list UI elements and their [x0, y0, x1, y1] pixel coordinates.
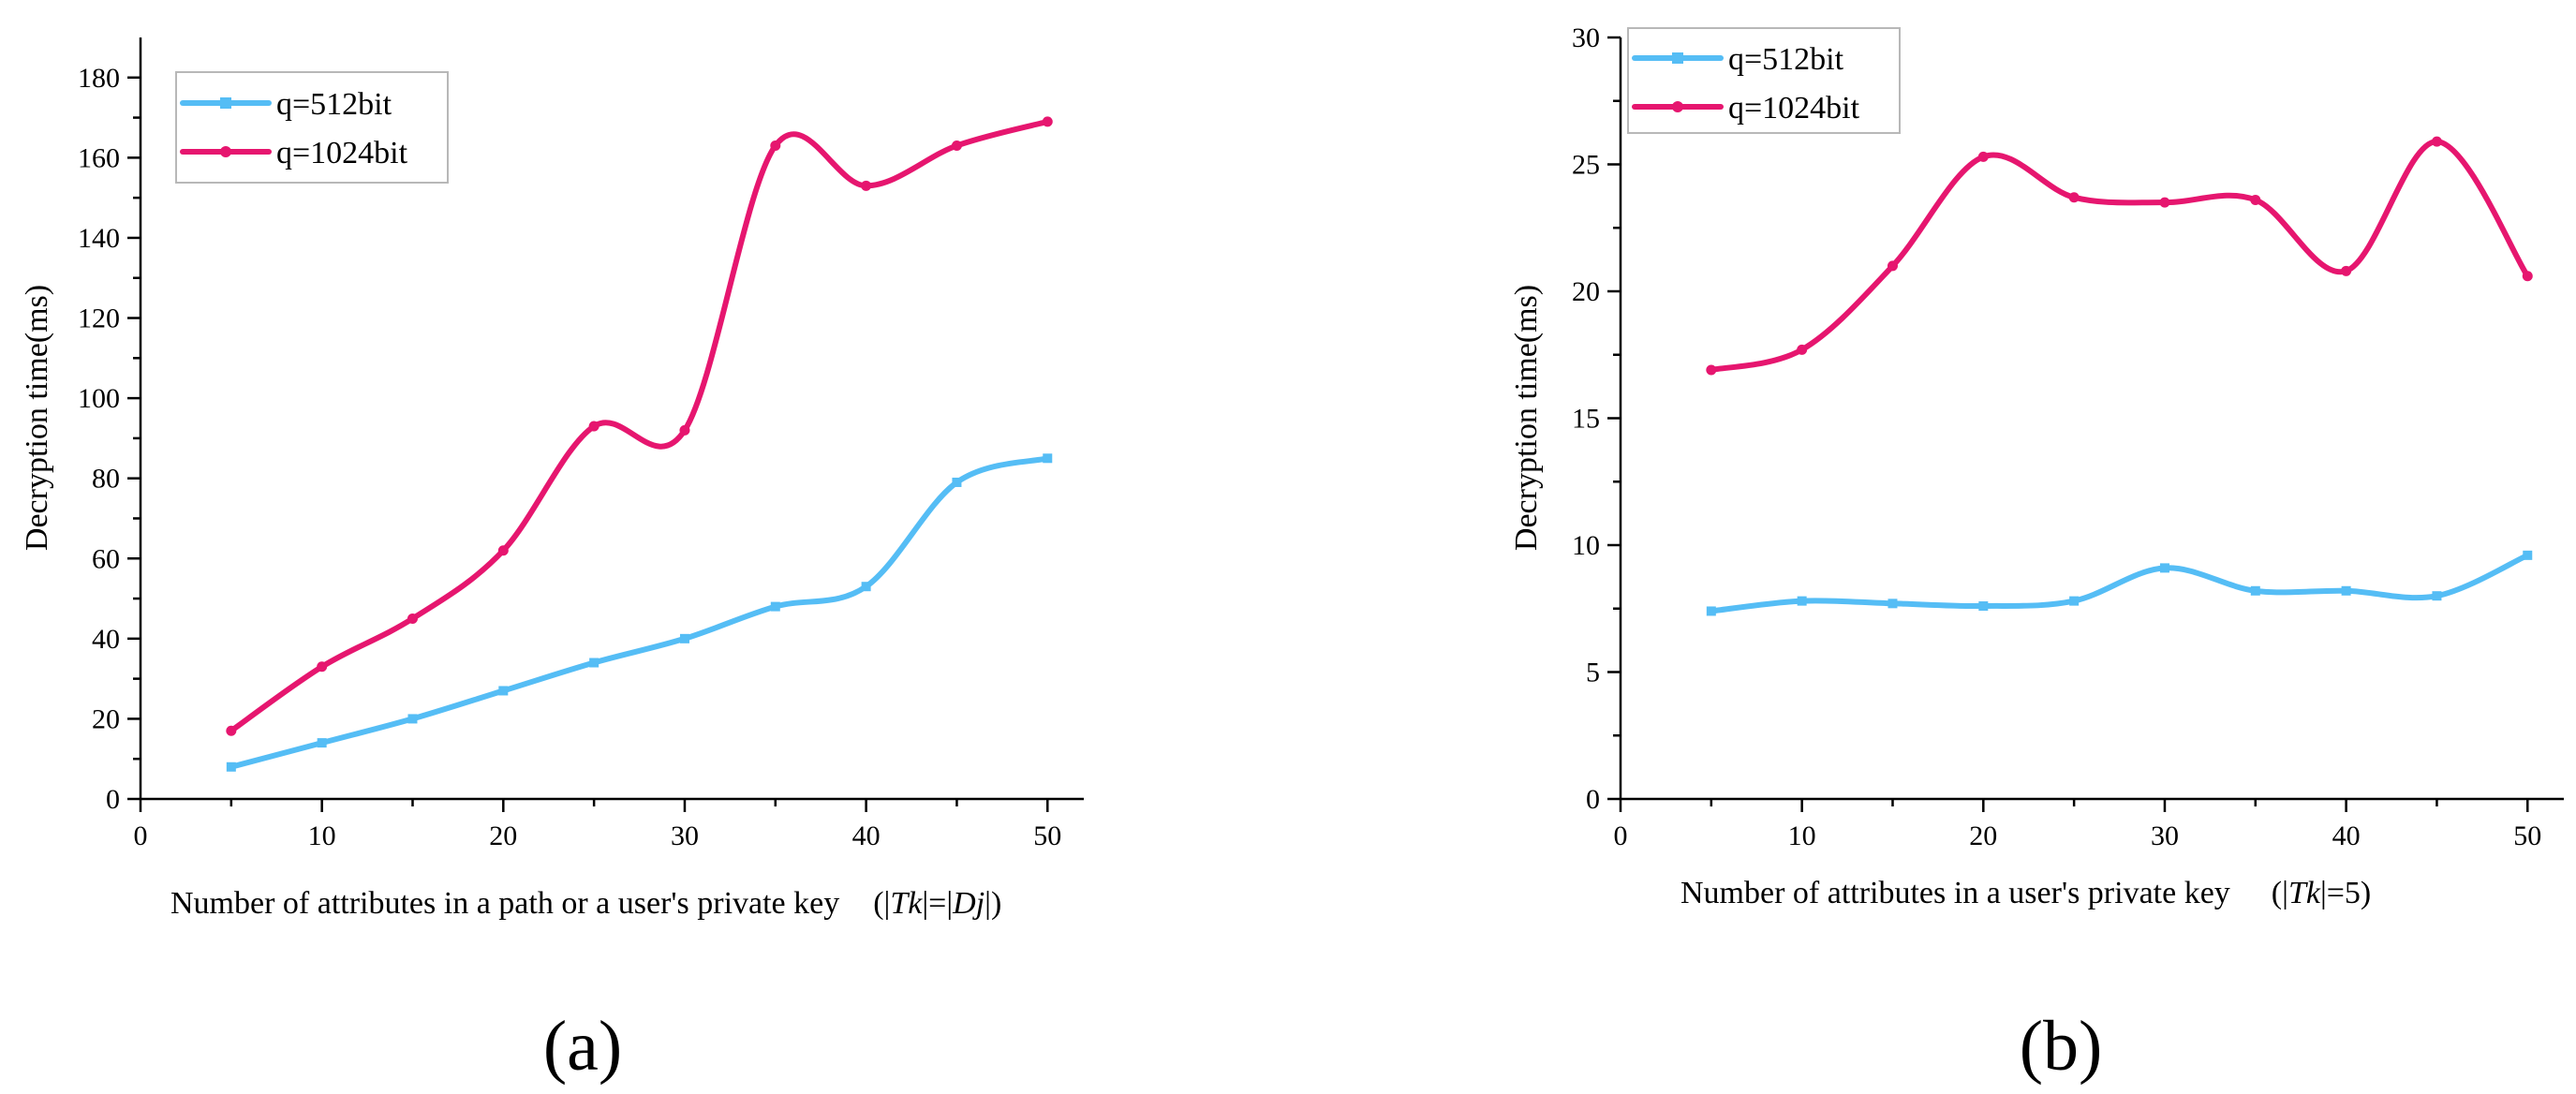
x-tick-label: 0	[1614, 820, 1628, 851]
chart-panel-b: 0 10 20 30 40 50 0 5 10 15 20 25 30 q=512bit q=1024b…	[1509, 22, 2564, 1086]
data-point	[1977, 151, 1989, 162]
x-tick-label: 10	[308, 820, 336, 851]
y-tick-label: 25	[1572, 150, 1600, 181]
data-point	[589, 658, 600, 668]
series-line-q512bit	[228, 455, 1051, 770]
data-point	[861, 582, 871, 592]
y-tick-label: 10	[1572, 530, 1600, 561]
x-tick-label: 10	[1788, 820, 1816, 851]
data-point	[226, 761, 236, 772]
legend-label-q1024: q=1024bit	[276, 136, 408, 170]
axis-ticks: 0 10 20 30 40 50 0 5 10 15 20 25 30	[1572, 22, 2541, 851]
data-point	[2522, 271, 2533, 282]
data-point	[317, 738, 327, 748]
y-axis-title: Decryption time(ms)	[1509, 285, 1544, 551]
data-point	[407, 714, 418, 724]
data-point	[2341, 585, 2351, 596]
legend-label-q1024: q=1024bit	[1728, 91, 1860, 126]
x-tick-label: 40	[852, 820, 881, 851]
series-line-q1024bit	[1708, 139, 2531, 374]
data-point	[951, 140, 962, 152]
data-point	[1887, 260, 1898, 272]
y-tick-label: 40	[92, 624, 120, 655]
y-tick-label: 80	[92, 464, 120, 495]
data-point	[498, 686, 509, 696]
legend-marker-q1024	[1672, 101, 1683, 112]
data-point	[2069, 596, 2080, 606]
x-tick-label: 50	[1033, 820, 1061, 851]
series-line-q512bit	[1708, 552, 2531, 614]
data-point	[2250, 585, 2260, 596]
x-tick-label: 20	[1969, 820, 1997, 851]
legend-box	[175, 71, 449, 184]
data-point	[952, 477, 962, 487]
y-tick-label: 15	[1572, 404, 1600, 435]
legend-marker-q1024	[220, 146, 231, 157]
data-point	[1706, 364, 1717, 376]
data-point	[2341, 265, 2352, 276]
legend-box	[1627, 27, 1901, 134]
data-point	[2159, 197, 2170, 208]
data-point	[317, 661, 328, 673]
data-point	[679, 633, 689, 643]
data-point	[226, 725, 237, 736]
data-point	[407, 613, 418, 624]
data-point	[1042, 116, 1053, 127]
data-point	[679, 424, 690, 436]
data-point	[2068, 192, 2080, 203]
x-axis-title: Number of attributes in a user's private…	[1680, 876, 2371, 910]
data-point	[2431, 136, 2442, 147]
data-point	[861, 180, 872, 191]
series-group	[1706, 136, 2533, 616]
y-tick-label: 60	[92, 543, 120, 574]
x-tick-label: 50	[2513, 820, 2541, 851]
series-group	[226, 116, 1053, 772]
x-tick-label: 20	[489, 820, 517, 851]
data-point	[1888, 599, 1898, 609]
data-point	[1797, 596, 1807, 606]
legend-marker-q512	[220, 97, 231, 109]
y-tick-label: 160	[78, 142, 120, 173]
y-tick-label: 100	[78, 383, 120, 414]
data-point	[1043, 453, 1053, 464]
y-tick-label: 180	[78, 63, 120, 94]
data-point	[588, 421, 600, 432]
series-line-q1024bit	[228, 118, 1051, 734]
data-point	[2523, 550, 2533, 560]
y-tick-label: 0	[1586, 784, 1600, 815]
y-tick-label: 0	[106, 784, 120, 815]
x-tick-label: 40	[2332, 820, 2361, 851]
data-point	[2432, 591, 2442, 601]
data-point	[770, 140, 781, 152]
data-point	[1706, 606, 1716, 616]
y-tick-label: 20	[1572, 276, 1600, 307]
x-axis-title: Number of attributes in a path or a user…	[170, 886, 1001, 921]
data-point	[497, 545, 509, 556]
chart-panel-a: 0 10 20 30 40 50 0 20 40 60 80 100 120 140 160 180 q=51…	[20, 37, 1084, 1086]
data-point	[770, 601, 780, 612]
data-point	[2159, 563, 2169, 573]
y-tick-label: 140	[78, 223, 120, 254]
y-tick-label: 20	[92, 703, 120, 734]
y-axis-title: Decryption time(ms)	[20, 285, 54, 551]
legend-label-q512: q=512bit	[276, 87, 392, 122]
legend: q=512bit q=1024bit	[175, 71, 449, 184]
panel-label-a: (a)	[543, 1007, 622, 1086]
legend: q=512bit q=1024bit	[1627, 27, 1901, 134]
axis-ticks: 0 10 20 30 40 50 0 20 40 60 80 100 120 140 160 180	[78, 63, 1061, 851]
legend-label-q512: q=512bit	[1728, 42, 1844, 77]
data-point	[1797, 344, 1808, 355]
y-tick-label: 120	[78, 303, 120, 334]
y-tick-label: 30	[1572, 22, 1600, 53]
y-tick-label: 5	[1586, 658, 1600, 688]
data-point	[1978, 601, 1989, 612]
data-point	[2250, 194, 2261, 205]
panel-label-b: (b)	[2020, 1007, 2103, 1086]
x-tick-label: 0	[134, 820, 148, 851]
x-tick-label: 30	[671, 820, 699, 851]
x-tick-label: 30	[2151, 820, 2179, 851]
legend-marker-q512	[1672, 52, 1683, 64]
